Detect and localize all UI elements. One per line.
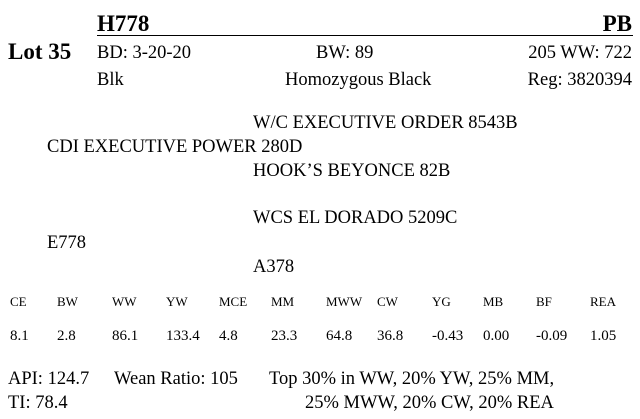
animal-tag: H778 bbox=[97, 11, 150, 36]
birth-weight: BW: 89 bbox=[316, 43, 374, 63]
epd-value: 8.1 bbox=[10, 328, 29, 344]
epd-header: MM bbox=[271, 294, 295, 309]
epd-value: 64.8 bbox=[326, 328, 353, 344]
ti-index: TI: 78.4 bbox=[8, 393, 68, 413]
epd-header: MB bbox=[483, 294, 504, 309]
epd-header: REA bbox=[590, 294, 616, 309]
lot-number: Lot 35 bbox=[8, 39, 72, 64]
pedigree-sire-sire: W/C EXECUTIVE ORDER 8543B bbox=[253, 113, 518, 133]
epd-header: MWW bbox=[326, 294, 363, 309]
api-index: API: 124.7 bbox=[8, 369, 90, 389]
epd-value: 86.1 bbox=[112, 328, 139, 344]
color: Blk bbox=[97, 70, 124, 90]
epd-header: BW bbox=[57, 294, 78, 309]
top-percent-line-2: 25% MWW, 20% CW, 20% REA bbox=[305, 393, 554, 413]
epd-value: 23.3 bbox=[271, 328, 298, 344]
breeder-code: PB bbox=[602, 11, 632, 36]
epd-header: MCE bbox=[219, 294, 248, 309]
pedigree-dam: E778 bbox=[47, 233, 87, 253]
epd-value: -0.43 bbox=[432, 328, 464, 344]
pedigree-sire-dam: HOOK’S BEYONCE 82B bbox=[253, 161, 451, 181]
epd-value: -0.09 bbox=[536, 328, 568, 344]
epd-value: 36.8 bbox=[377, 328, 404, 344]
pedigree-dam-dam: A378 bbox=[253, 257, 295, 277]
wean-weight: 205 WW: 722 bbox=[528, 43, 632, 63]
pedigree-dam-sire: WCS EL DORADO 5209C bbox=[253, 208, 458, 228]
epd-header: YW bbox=[166, 294, 188, 309]
epd-value: 133.4 bbox=[166, 328, 200, 344]
top-percent-line-1: Top 30% in WW, 20% YW, 25% MM, bbox=[269, 369, 555, 389]
epd-header: YG bbox=[432, 294, 451, 309]
epd-value: 1.05 bbox=[590, 328, 617, 344]
pedigree-sire: CDI EXECUTIVE POWER 280D bbox=[47, 137, 303, 157]
genotype: Homozygous Black bbox=[285, 70, 432, 90]
wean-ratio: Wean Ratio: 105 bbox=[114, 369, 238, 389]
birth-date: BD: 3-20-20 bbox=[97, 43, 192, 63]
epd-header: BF bbox=[536, 294, 552, 309]
epd-header: CW bbox=[377, 294, 398, 309]
epd-value: 2.8 bbox=[57, 328, 76, 344]
registration: Reg: 3820394 bbox=[527, 70, 632, 90]
epd-value: 4.8 bbox=[219, 328, 238, 344]
epd-value: 0.00 bbox=[483, 328, 510, 344]
epd-header: CE bbox=[10, 294, 27, 309]
epd-header: WW bbox=[112, 294, 137, 309]
header-rule bbox=[97, 35, 633, 36]
